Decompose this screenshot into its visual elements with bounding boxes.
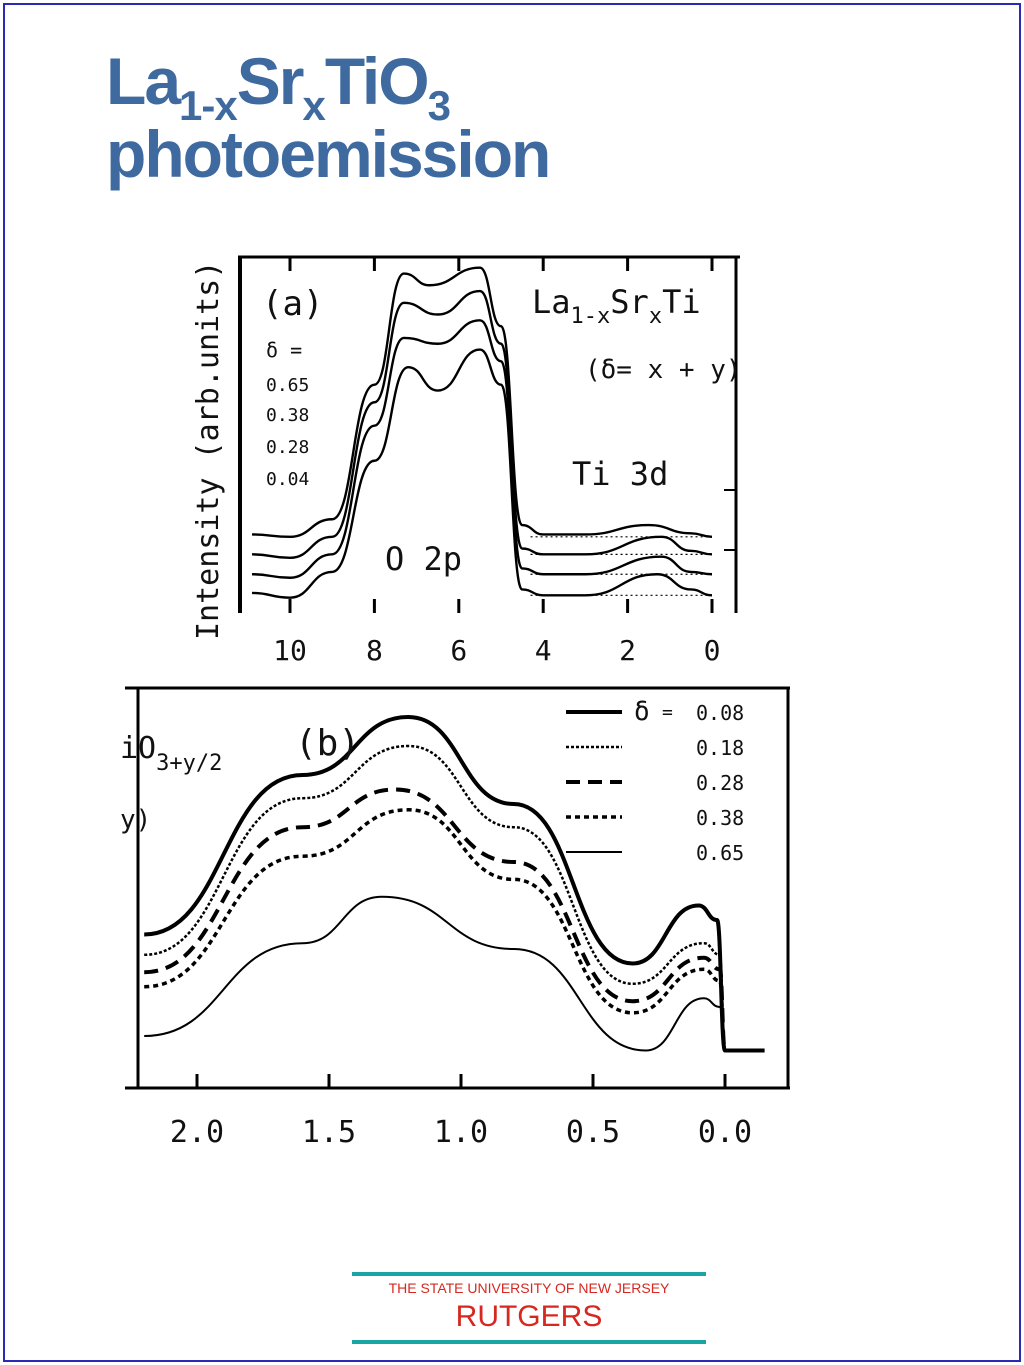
x-tick-label-a: 10: [273, 634, 307, 667]
legend-value-b-2: 0.28: [696, 771, 744, 795]
legend-title-a: δ =: [266, 338, 302, 362]
logo-university-text: THE STATE UNIVERSITY OF NEW JERSEY: [388, 1280, 670, 1296]
series-line-b-3: [144, 808, 727, 1053]
x-tick-label-a: 6: [450, 634, 467, 667]
x-tick-label-b: 0.0: [698, 1115, 752, 1150]
title-sub-x: x: [302, 82, 325, 129]
x-ticks-a: 10 8 6 4 2 0: [273, 257, 720, 667]
series-line-a-0: [252, 266, 713, 539]
title-photoemission: photoemission: [106, 117, 551, 191]
legend-value-b-4: 0.65: [696, 841, 744, 865]
formula-cut-b: y): [120, 805, 151, 835]
chart-panel-b: 2.0 1.5 1.0 0.5 0.0 iO3+y/2 (b) y) δ = 0.08 …: [120, 686, 790, 1150]
chart-panel-a: 10 8 6 4 2 0 (a) La1-xSrxTi (δ= x + y) δ = 0.…: [191, 255, 742, 667]
logo-rutgers: RUTGERS: [455, 1300, 603, 1333]
legend-eq-b: =: [662, 702, 673, 723]
curves-a: [252, 266, 713, 599]
axis-frame-a: [238, 255, 740, 613]
title-sr: Sr: [236, 44, 305, 118]
panel-label-a: (a): [262, 284, 323, 324]
peak-label-ti3d: Ti 3d: [572, 455, 668, 493]
peak-label-o2p: O 2p: [385, 540, 462, 578]
title-sub-3: 3: [427, 82, 451, 129]
series-line-b-4: [144, 895, 726, 1052]
legend-value-a-2: 0.28: [266, 437, 309, 458]
legend-value-b-0: 0.08: [696, 701, 744, 725]
formula-annotation-a: La1-xSrxTi: [532, 283, 701, 329]
legend-value-a-3: 0.04: [266, 469, 309, 490]
panel-label-b: (b): [295, 723, 360, 764]
curves-b: [144, 714, 765, 1053]
x-tick-label-b: 1.0: [434, 1115, 488, 1150]
slide-frame: [3, 3, 1021, 1362]
x-tick-label-b: 1.5: [302, 1115, 356, 1150]
axis-frame-b: [125, 686, 790, 1090]
series-line-a-2: [252, 319, 713, 579]
x-ticks-b: 2.0 1.5 1.0 0.5 0.0: [170, 1074, 752, 1150]
series-line-a-1: [252, 289, 713, 560]
title-tio: TiO: [324, 44, 430, 118]
logo-rule-top: [352, 1272, 706, 1276]
series-line-a-3: [252, 348, 713, 599]
x-tick-label-a: 4: [535, 634, 552, 667]
baselines-a: [530, 536, 712, 596]
slide-title: La1-xSrxTiO3 photoemission: [106, 48, 551, 191]
y-axis-label-a: Intensity (arb.units): [191, 261, 226, 640]
x-tick-label-a: 2: [619, 634, 636, 667]
title-la: La: [106, 44, 181, 118]
series-line-b-1: [144, 744, 727, 1052]
legend-delta-b: δ: [634, 697, 650, 727]
x-tick-label-a: 0: [704, 634, 721, 667]
x-tick-label-a: 8: [366, 634, 383, 667]
logo-rule-bottom: [352, 1340, 706, 1344]
legend-value-b-1: 0.18: [696, 736, 744, 760]
x-tick-label-b: 0.5: [566, 1115, 620, 1150]
series-line-b-2: [144, 787, 727, 1053]
series-line-b-0: [144, 714, 765, 1053]
formula-annotation-b: iO3+y/2: [120, 731, 222, 776]
legend-value-b-3: 0.38: [696, 806, 744, 830]
title-sub-1mx: 1-x: [179, 82, 238, 129]
legend-value-a-1: 0.38: [266, 405, 309, 426]
x-tick-label-b: 2.0: [170, 1115, 224, 1150]
title-formula: La1-xSrxTiO3: [106, 48, 549, 127]
legend-b: [566, 710, 622, 853]
delta-definition-a: (δ= x + y): [585, 355, 742, 385]
legend-value-a-0: 0.65: [266, 375, 309, 396]
